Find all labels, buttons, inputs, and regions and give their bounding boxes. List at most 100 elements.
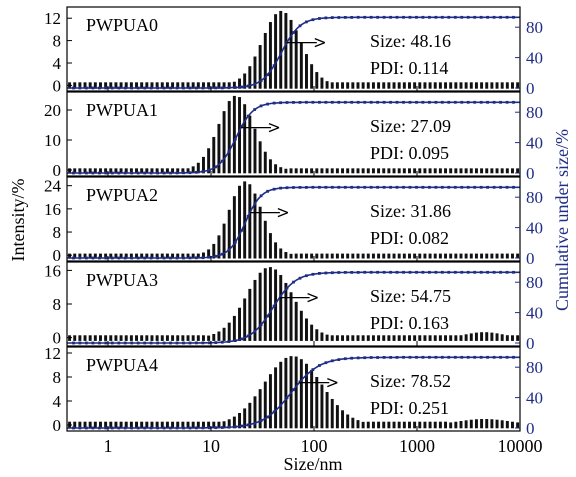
intensity-bar (428, 335, 432, 341)
intensity-bar (310, 64, 314, 89)
cumulative-point (117, 171, 121, 175)
cumulative-point (395, 185, 399, 189)
cumulative-point (389, 15, 392, 19)
size-value: Size: 31.86 (370, 201, 451, 221)
cumulative-point (460, 355, 464, 359)
intensity-bar (165, 421, 169, 429)
intensity-bar (444, 168, 448, 174)
cumulative-point (428, 185, 431, 189)
cumulative-point (233, 137, 237, 141)
cumulative-point (208, 341, 211, 345)
intensity-bar (222, 82, 226, 89)
size-value: Size: 78.52 (370, 371, 451, 391)
intensity-bar (325, 168, 329, 174)
intensity-bar (490, 419, 494, 429)
intensity-bar (500, 420, 504, 429)
intensity-bar (186, 421, 190, 429)
intensity-bar (299, 253, 303, 259)
intensity-bar (299, 168, 303, 174)
intensity-bar (423, 253, 427, 259)
intensity-bar (124, 335, 128, 341)
cumulative-point (440, 270, 444, 274)
intensity-bar (114, 421, 118, 429)
cumulative-point (156, 341, 159, 345)
intensity-bar (207, 148, 211, 174)
cumulative-point (104, 341, 108, 345)
cumulative-point (512, 355, 515, 359)
cumulative-point (356, 185, 360, 189)
x-tick-label: 10000 (498, 436, 543, 456)
intensity-bar (495, 253, 499, 259)
intensity-bar (413, 253, 417, 259)
cumulative-point (512, 185, 515, 189)
cumulative-point (117, 256, 121, 260)
cumulative-point (453, 270, 457, 274)
pointer-arrow-head (277, 207, 289, 218)
cumulative-point (201, 341, 205, 345)
intensity-bar (433, 253, 437, 259)
intensity-bar (325, 334, 329, 341)
cumulative-point (246, 423, 250, 427)
cumulative-point (499, 185, 502, 189)
intensity-bar (202, 156, 205, 174)
intensity-bar (315, 168, 319, 174)
intensity-bar (335, 82, 339, 89)
x-tick-label: 1000 (399, 436, 435, 456)
intensity-bar (248, 402, 252, 429)
cumulative-point (473, 15, 477, 19)
intensity-bar (320, 77, 324, 89)
pdi-value: PDI: 0.163 (370, 313, 449, 333)
cumulative-point (272, 410, 276, 414)
intensity-bar (490, 332, 494, 341)
cumulative-point (110, 86, 114, 90)
intensity-bar (310, 168, 314, 174)
intensity-bar (464, 168, 468, 174)
intensity-bar (433, 335, 437, 341)
panel-frame (66, 346, 521, 432)
intensity-bar (377, 82, 381, 89)
intensity-bar (305, 318, 308, 341)
right-tick-label: 0 (526, 419, 535, 438)
cumulative-point (246, 214, 250, 218)
intensity-bar (351, 168, 355, 174)
cumulative-point (208, 168, 211, 172)
cumulative-point (266, 314, 269, 318)
intensity-bar (469, 253, 473, 259)
intensity-bar (78, 335, 82, 341)
cumulative-point (188, 171, 192, 175)
intensity-bar (387, 253, 391, 259)
intensity-bar (227, 322, 231, 341)
cumulative-point (149, 86, 153, 90)
intensity-bar (145, 82, 149, 89)
cumulative-point (434, 100, 438, 104)
intensity-bar (145, 253, 149, 259)
intensity-bar (474, 419, 478, 429)
intensity-bar (505, 335, 509, 341)
intensity-bar (289, 253, 293, 259)
cumulative-curve-group (67, 100, 520, 175)
intensity-bar (93, 421, 97, 429)
intensity-bar (408, 335, 411, 341)
cumulative-point (363, 185, 367, 189)
intensity-bar (320, 332, 324, 341)
intensity-bar (176, 168, 180, 174)
intensity-bar (361, 335, 365, 341)
cumulative-point (188, 426, 192, 430)
intensity-bar (191, 253, 195, 259)
intensity-bar (315, 253, 319, 259)
cumulative-point (440, 100, 444, 104)
intensity-bar (444, 335, 448, 341)
intensity-bar (155, 253, 159, 259)
intensity-bar (196, 162, 200, 174)
cumulative-point (214, 86, 218, 90)
cumulative-point (272, 64, 276, 67)
cumulative-point (324, 185, 328, 189)
cumulative-point (227, 86, 231, 90)
cumulative-point (266, 415, 269, 419)
y-tick-label: 4 (53, 392, 62, 411)
intensity-bar (305, 168, 308, 174)
intensity-bar (129, 253, 133, 259)
intensity-bar (449, 335, 453, 341)
